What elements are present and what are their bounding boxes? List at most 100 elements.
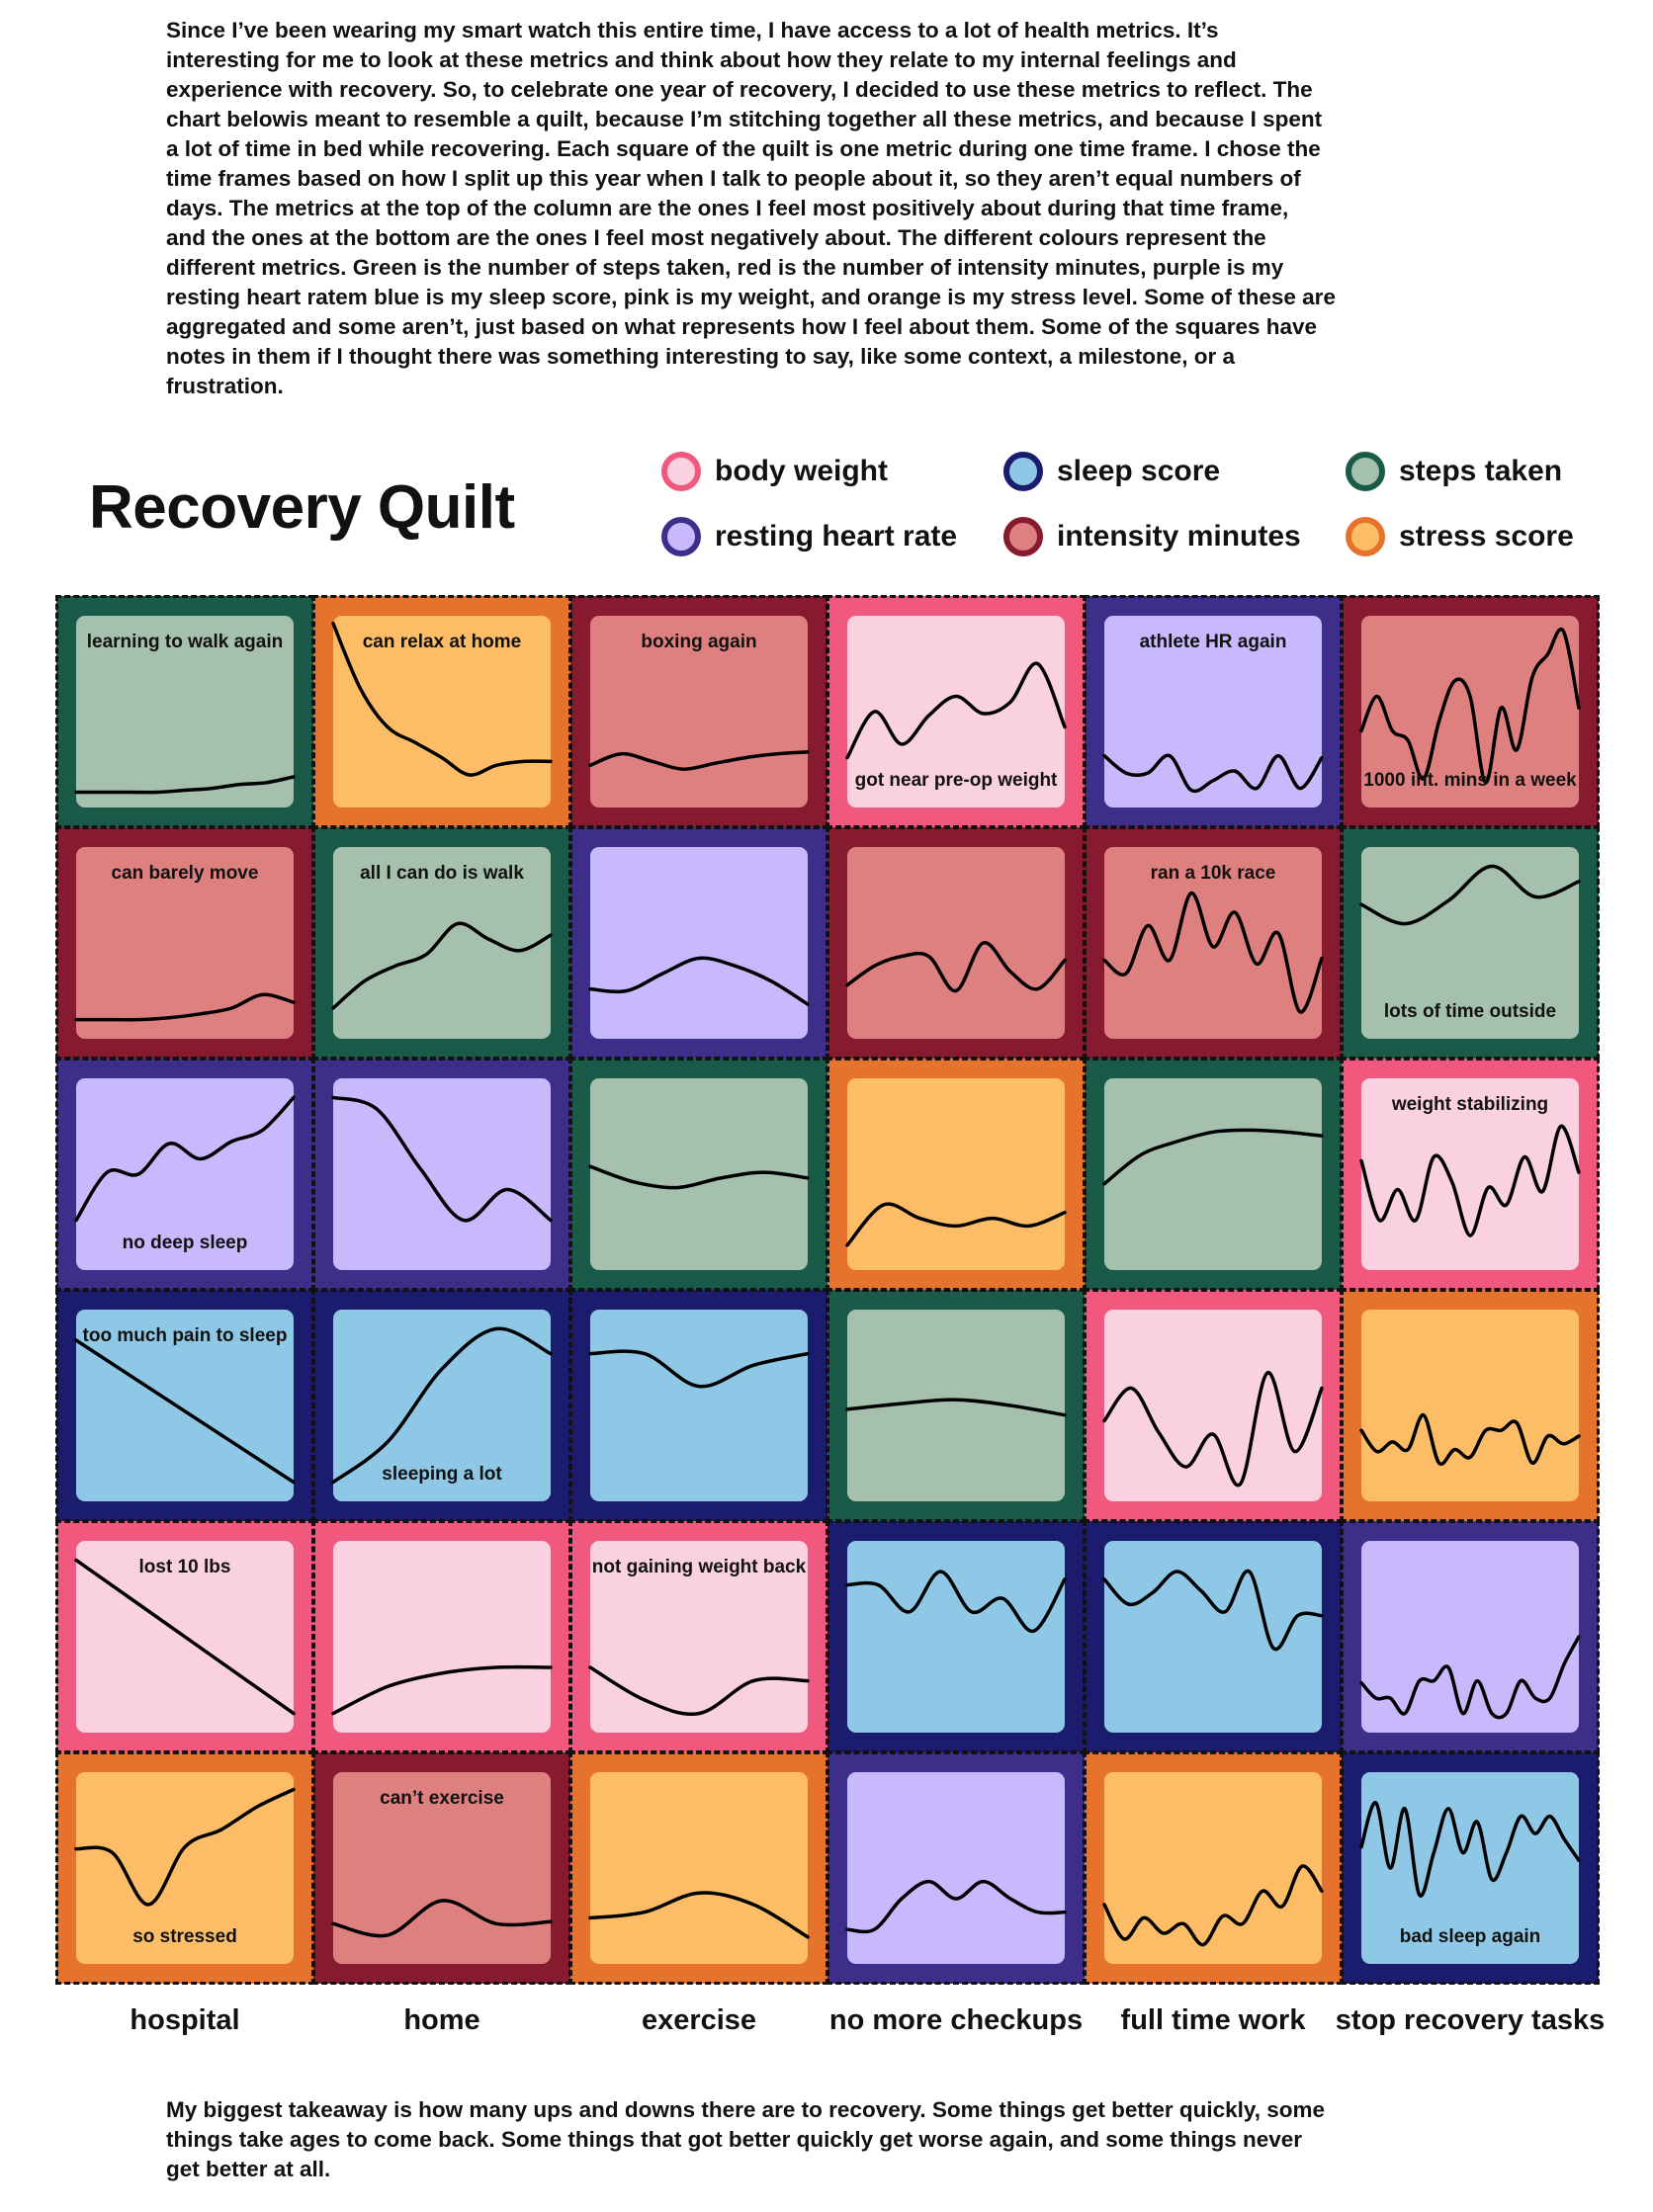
column-label: no more checkups — [828, 2004, 1084, 2036]
legend-label: steps taken — [1399, 455, 1563, 487]
column-label: stop recovery tasks — [1335, 2004, 1606, 2036]
quilt-square-steps: learning to walk again — [55, 595, 314, 828]
column-label: full time work — [1120, 2004, 1306, 2036]
square-note: bad sleep again — [1399, 1926, 1541, 1947]
sparkline-path — [331, 1664, 553, 1716]
intro-line: resting heart ratem blue is my sleep sco… — [166, 285, 1336, 309]
sparkline-weight — [1102, 1371, 1324, 1488]
square-note: got near pre-op weight — [854, 770, 1058, 791]
legend-label: sleep score — [1057, 455, 1221, 487]
quilt-square-steps: all I can do is walk — [312, 826, 571, 1060]
sparkline-sleep — [1359, 1801, 1581, 1898]
intro-line: a lot of time in bed while recovering. E… — [166, 136, 1321, 161]
sparkline-sleep — [331, 1326, 553, 1485]
sparkline-path — [74, 1338, 296, 1485]
square-note: too much pain to sleep — [82, 1325, 288, 1346]
intro-line: aggregated and some aren’t, just based o… — [166, 314, 1318, 339]
quilt-square-sleep: bad sleep again — [1341, 1751, 1600, 1985]
quilt-square-panel: sleeping a lot — [331, 1310, 553, 1501]
sparkline-sleep — [1102, 1570, 1324, 1652]
sparkline-weight — [74, 1558, 296, 1716]
sparkline-rhr — [588, 956, 810, 1006]
quilt-square-weight: not gaining weight back — [569, 1520, 828, 1753]
square-note: 1000 int. mins in a week — [1363, 770, 1577, 791]
intro-line: days. The metrics at the top of the colu… — [166, 196, 1289, 220]
sparkline-stress — [1102, 1864, 1324, 1947]
quilt-square-panel: can’t exercise — [331, 1772, 553, 1964]
outro-line: things take ages to come back. Some thin… — [166, 2127, 1303, 2152]
sparkline-stress — [74, 1787, 296, 1907]
outro-text: My biggest takeaway is how many ups and … — [166, 2095, 1325, 2184]
square-note: sleeping a lot — [382, 1464, 502, 1485]
sparkline-rhr — [331, 1095, 553, 1223]
outro-line: My biggest takeaway is how many ups and … — [166, 2097, 1325, 2122]
square-note: lost 10 lbs — [138, 1557, 231, 1577]
quilt-square-panel: athlete HR again — [1102, 616, 1324, 808]
sparkline-intensity — [1102, 891, 1324, 1014]
sparkline-steps — [588, 1164, 810, 1190]
sparkline-path — [1102, 753, 1324, 794]
sparkline-stress — [1359, 1412, 1581, 1467]
quilt-square-panel: boxing again — [588, 616, 810, 808]
quilt-square-stress — [826, 1058, 1086, 1291]
quilt-square-panel — [331, 1078, 553, 1270]
recovery-quilt-grid: learning to walk again can relax at home b… — [55, 595, 1600, 1985]
sparkline-path — [74, 1095, 296, 1223]
sparkline-path — [1102, 891, 1324, 1014]
sparkline-path — [588, 1665, 810, 1717]
sparkline-path — [1359, 864, 1581, 926]
column-label: exercise — [641, 2004, 757, 2036]
sparkline-weight — [1359, 1124, 1581, 1237]
sparkline-sleep — [588, 1349, 810, 1389]
quilt-square-panel: 1000 int. mins in a week — [1359, 616, 1581, 808]
quilt-square-rhr — [312, 1058, 571, 1291]
quilt-square-panel: can barely move — [74, 847, 296, 1039]
legend-swatch-icon — [661, 452, 701, 491]
quilt-square-panel: not gaining weight back — [588, 1541, 810, 1733]
sparkline-weight — [331, 1664, 553, 1716]
quilt-square-panel: all I can do is walk — [331, 847, 553, 1039]
square-note: weight stabilizing — [1391, 1094, 1549, 1115]
sparkline-steps — [1102, 1128, 1324, 1186]
sparkline-path — [1359, 1412, 1581, 1467]
square-note: boxing again — [641, 632, 757, 652]
sparkline-steps — [1359, 864, 1581, 926]
quilt-square-rhr: athlete HR again — [1084, 595, 1343, 828]
sparkline-path — [74, 992, 296, 1022]
sparkline-rhr — [1102, 753, 1324, 794]
quilt-square-stress — [1341, 1289, 1600, 1522]
sparkline-path — [74, 1558, 296, 1716]
quilt-square-panel: bad sleep again — [1359, 1772, 1581, 1964]
intro-line: frustration. — [166, 374, 284, 398]
quilt-square-intensity: can barely move — [55, 826, 314, 1060]
sparkline-path — [588, 1891, 810, 1939]
quilt-square-panel: so stressed — [74, 1772, 296, 1964]
sparkline-path — [845, 661, 1067, 760]
sparkline-stress — [331, 622, 553, 777]
quilt-square-panel: learning to walk again — [74, 616, 296, 808]
square-note: no deep sleep — [122, 1233, 248, 1253]
intro-line: different metrics. Green is the number o… — [166, 255, 1284, 280]
legend-item-steps: steps taken — [1346, 450, 1562, 493]
sparkline-path — [1359, 1635, 1581, 1720]
sparkline-stress — [588, 1891, 810, 1939]
quilt-square-panel — [331, 1541, 553, 1733]
quilt-square-weight: got near pre-op weight — [826, 595, 1086, 828]
quilt-square-sleep: sleeping a lot — [312, 1289, 571, 1522]
legend-item-sleep: sleep score — [1003, 450, 1220, 493]
sparkline-path — [588, 956, 810, 1006]
sparkline-path — [1359, 1801, 1581, 1898]
legend-label: stress score — [1399, 520, 1574, 553]
quilt-square-sleep — [826, 1520, 1086, 1753]
quilt-square-panel — [845, 1310, 1067, 1501]
quilt-square-panel — [1102, 1310, 1324, 1501]
sparkline-steps — [74, 775, 296, 795]
quilt-square-panel: can relax at home — [331, 616, 553, 808]
quilt-square-panel: weight stabilizing — [1359, 1078, 1581, 1270]
quilt-square-stress — [569, 1751, 828, 1985]
column-label: home — [403, 2004, 480, 2036]
quilt-square-weight — [312, 1520, 571, 1753]
quilt-square-panel: lots of time outside — [1359, 847, 1581, 1039]
square-note: so stressed — [132, 1926, 237, 1947]
square-note: learning to walk again — [86, 632, 284, 652]
